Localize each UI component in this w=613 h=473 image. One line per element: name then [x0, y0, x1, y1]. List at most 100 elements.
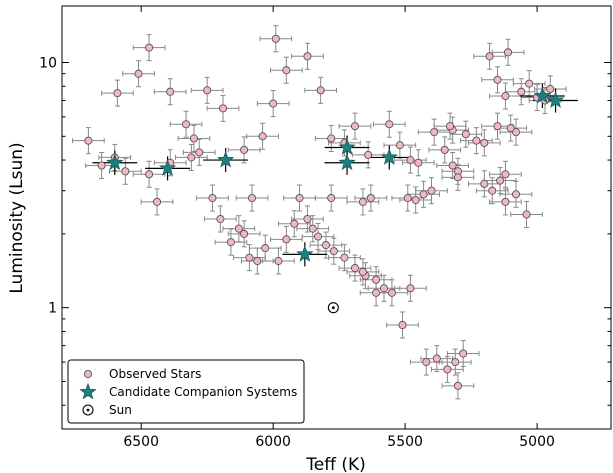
observed-star-point	[329, 247, 338, 256]
observed-star-point	[406, 284, 415, 293]
observed-star-point	[308, 224, 317, 233]
observed-star-point	[427, 186, 436, 195]
observed-star-point	[379, 284, 389, 293]
observed-star-point	[208, 193, 217, 203]
observed-star-point	[453, 381, 462, 390]
observed-star-point	[303, 52, 312, 61]
observed-star-point	[327, 134, 336, 143]
plot-area	[61, 5, 612, 430]
candidate-star-point	[338, 138, 356, 155]
observed-star-point	[226, 238, 235, 247]
x-tick-label: 5500	[387, 434, 423, 450]
x-tick-label: 6000	[255, 434, 291, 450]
candidate-star-point	[296, 245, 314, 262]
observed-star-point	[430, 128, 439, 137]
observed-star-point	[546, 84, 555, 94]
y-tick-label: 10	[39, 56, 57, 72]
observed-star-point	[488, 186, 497, 195]
observed-star-point	[218, 104, 228, 113]
observed-star-point	[182, 120, 191, 129]
observed-star-point	[290, 219, 299, 228]
candidate-star-point	[380, 148, 398, 165]
x-tick-label: 6500	[123, 434, 159, 450]
observed-star-point	[261, 244, 270, 253]
observed-star-point	[395, 141, 404, 150]
x-axis-label: Teff (K)	[305, 455, 365, 473]
observed-star-point	[295, 193, 304, 203]
observed-star-point	[511, 128, 521, 137]
observed-star-point	[445, 122, 455, 131]
observed-star-point	[258, 132, 267, 141]
legend-candidate-marker	[79, 382, 97, 400]
observed-star-point	[485, 52, 494, 61]
observed-star-point	[419, 190, 428, 199]
observed-star-point	[372, 275, 381, 284]
observed-star-point	[517, 87, 526, 96]
observed-star-point	[411, 195, 420, 205]
observed-star-point	[511, 190, 521, 199]
observed-star-point	[187, 153, 196, 162]
y-axis-label: Luminosity (Lsun)	[7, 142, 27, 293]
observed-star-point	[358, 267, 367, 276]
candidate-star-point	[338, 153, 356, 171]
observed-star-point	[459, 349, 468, 358]
observed-star-point	[195, 148, 204, 157]
legend-label: Observed Stars	[109, 367, 201, 381]
observed-star-point	[387, 288, 396, 297]
observed-star-point	[327, 193, 336, 203]
observed-star-point	[496, 176, 505, 185]
observed-star-point	[501, 197, 510, 206]
observed-star-point	[340, 253, 349, 262]
observed-star-point	[245, 253, 254, 262]
observed-star-point	[480, 179, 489, 188]
y-tick-label: 1	[48, 301, 57, 317]
observed-star-point	[203, 86, 212, 95]
observed-star-point	[84, 136, 93, 145]
observed-star-point	[493, 122, 502, 131]
observed-star-point	[480, 138, 489, 147]
observed-star-point	[269, 99, 278, 108]
observed-star-point	[443, 365, 452, 374]
observed-star-point	[316, 86, 325, 95]
candidate-star-point	[158, 159, 177, 176]
legend-label: Sun	[109, 403, 132, 417]
observed-star-point	[313, 232, 323, 241]
observed-star-point	[493, 75, 502, 84]
legend: Observed Stars Candidate Companion System…	[67, 359, 305, 424]
observed-star-point	[440, 145, 449, 154]
observed-star-point	[216, 214, 225, 224]
observed-star-point	[422, 358, 431, 367]
observed-star-point	[240, 229, 249, 238]
observed-star-point	[506, 124, 515, 133]
observed-star-point	[282, 235, 291, 244]
observed-star-point	[282, 66, 291, 75]
observed-star-point	[321, 241, 330, 250]
observed-star-point	[448, 161, 457, 170]
observed-star-point	[134, 69, 143, 78]
observed-star-point	[451, 358, 460, 367]
candidate-star-point	[533, 86, 552, 104]
observed-star-point	[522, 210, 531, 219]
observed-star-point	[358, 197, 367, 206]
candidate-star-point	[546, 91, 565, 108]
observed-star-point	[253, 256, 262, 266]
observed-star-point	[274, 256, 283, 266]
observed-star-point	[350, 264, 360, 273]
observed-star-point	[525, 79, 534, 88]
legend-box	[67, 359, 305, 424]
observed-star-point	[240, 145, 249, 154]
observed-star-point	[461, 130, 470, 139]
observed-star-point	[398, 320, 407, 330]
observed-star-point	[432, 354, 441, 363]
observed-star-point	[152, 197, 162, 206]
candidate-star-point	[216, 150, 235, 168]
observed-star-point	[453, 173, 462, 182]
observed-star-point	[145, 170, 154, 179]
axis-ticks: 6500 6000 5500 5000 1 10	[39, 6, 611, 450]
observed-star-point	[303, 214, 312, 224]
observed-star-point	[121, 167, 130, 176]
legend-observed-marker	[83, 369, 93, 379]
observed-star-point	[271, 34, 280, 43]
legend-label: Candidate Companion Systems	[109, 385, 297, 399]
